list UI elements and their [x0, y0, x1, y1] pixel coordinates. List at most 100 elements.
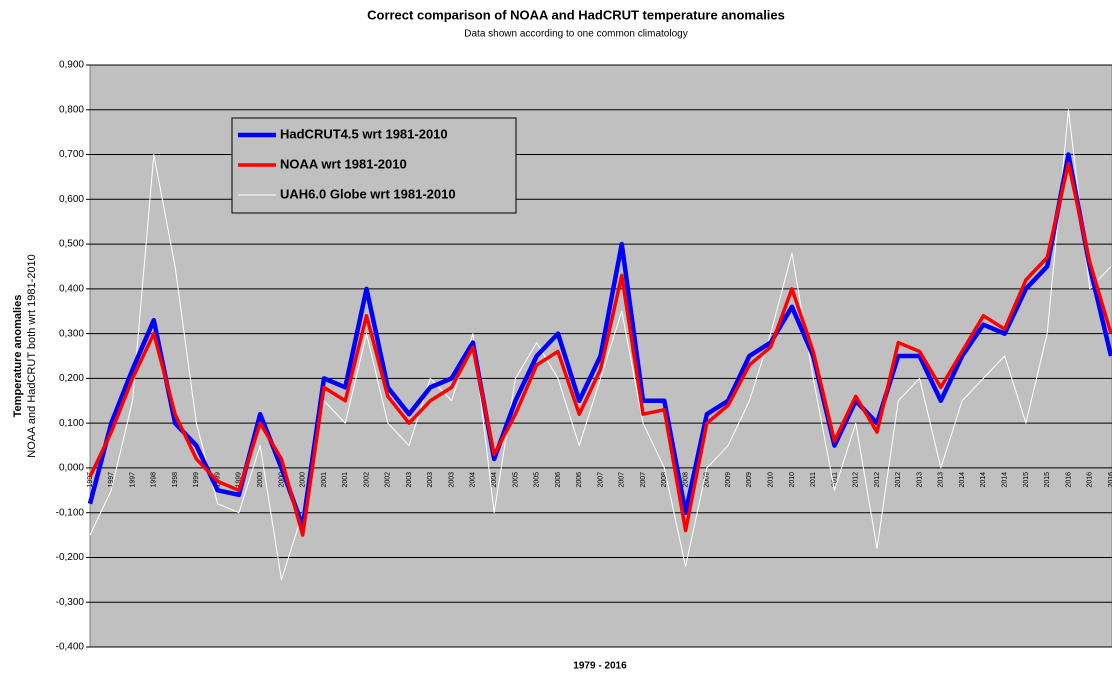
series-line	[88, 161, 1112, 537]
x-tick-group: 2006	[555, 472, 562, 488]
x-tick-label: 2016	[1087, 472, 1094, 488]
y-tick-label: 0,400	[59, 283, 84, 294]
y-tick-label: 0,800	[59, 104, 84, 115]
x-tick-group: 2008	[682, 472, 689, 488]
x-tick-group: 2004	[491, 472, 498, 488]
x-tick-label: 1999	[193, 472, 200, 488]
x-tick-group: 2000	[278, 472, 285, 488]
x-tick-label: 2015	[1044, 472, 1051, 488]
x-tick-group: 1997	[108, 472, 115, 488]
y-tick-label: 0,900	[59, 60, 84, 71]
y-tick-label: 0,200	[59, 373, 84, 384]
x-tick-label: 2012	[853, 472, 860, 488]
x-tick-label: 2013	[938, 472, 945, 488]
x-tick-group: 2000	[257, 472, 264, 488]
x-tick-label: 2007	[597, 472, 604, 488]
y-axis-title: Temperature anomalies	[12, 295, 24, 418]
x-tick-group: 2012	[895, 472, 902, 488]
x-tick-group: 2000	[300, 472, 307, 488]
x-tick-label: 2005	[512, 472, 519, 488]
x-tick-group: 2009	[704, 472, 711, 488]
x-tick-group: 2016	[1108, 472, 1112, 488]
x-tick-label: 1997	[129, 472, 136, 488]
x-tick-label: 2008	[682, 472, 689, 488]
y-tick-label: -0,400	[56, 642, 85, 653]
x-tick-label: 2005	[534, 472, 541, 488]
x-tick-label: 2004	[491, 472, 498, 488]
legend-label: UAH6.0 Globe wrt 1981-2010	[280, 186, 456, 201]
x-tick-group: 2009	[725, 472, 732, 488]
x-tick-group: 1998	[172, 472, 179, 488]
x-tick-label: 2001	[342, 472, 349, 488]
x-tick-group: 2013	[938, 472, 945, 488]
x-tick-group: 2009	[746, 472, 753, 488]
x-tick-label: 2000	[278, 472, 285, 488]
x-tick-label: 1997	[87, 472, 94, 488]
legend-label: HadCRUT4.5 wrt 1981-2010	[280, 126, 448, 141]
y-tick-label: 0,100	[59, 418, 84, 429]
x-tick-label: 2015	[1023, 472, 1030, 488]
x-tick-label: 2009	[725, 472, 732, 488]
x-tick-group: 1999	[236, 472, 243, 488]
x-tick-label: 1997	[108, 472, 115, 488]
y-tick-label: 0,300	[59, 328, 84, 339]
x-tick-label: 2011	[810, 472, 817, 487]
x-tick-group: 2014	[980, 472, 987, 488]
x-tick-label: 2012	[874, 472, 881, 488]
x-tick-group: 2006	[576, 472, 583, 488]
x-tick-group: 2005	[534, 472, 541, 488]
y-tick-label: 0,600	[59, 194, 84, 205]
x-tick-group: 2001	[321, 472, 328, 488]
x-tick-group: 2011	[831, 472, 838, 487]
y-axis-subtitle: NOAA and HadCRUT both wrt 1981-2010	[26, 254, 38, 457]
x-tick-group: 2003	[448, 472, 455, 488]
x-tick-group: 2007	[619, 472, 626, 488]
series-line	[87, 152, 1112, 529]
x-tick-group: 1997	[129, 472, 136, 488]
x-tick-group: 2016	[1065, 472, 1072, 488]
x-tick-group: 2013	[916, 472, 923, 488]
x-tick-group: 2003	[406, 472, 413, 488]
x-tick-label: 2002	[363, 472, 370, 488]
x-tick-label: 2010	[768, 472, 775, 488]
x-tick-label: 2000	[257, 472, 264, 488]
x-tick-label: 2006	[576, 472, 583, 488]
x-tick-group: 2008	[661, 472, 668, 488]
x-tick-label: 2003	[448, 472, 455, 488]
x-tick-label: 2014	[980, 472, 987, 488]
y-tick-label: -0,100	[56, 507, 85, 518]
chart-subtitle: Data shown according to one common clima…	[464, 29, 687, 40]
x-tick-group: 2001	[342, 472, 349, 488]
x-tick-label: 2012	[895, 472, 902, 488]
x-tick-label: 2004	[470, 472, 477, 488]
x-tick-group: 2015	[1023, 472, 1030, 488]
x-tick-label: 2003	[406, 472, 413, 488]
x-tick-group: 2011	[810, 472, 817, 487]
x-tick-label: 2014	[959, 472, 966, 488]
x-tick-label: 2011	[831, 472, 838, 487]
x-tick-group: 2016	[1087, 472, 1094, 488]
x-tick-group: 2007	[640, 472, 647, 488]
x-tick-label: 2000	[300, 472, 307, 488]
x-tick-label: 2013	[916, 472, 923, 488]
x-tick-label: 2009	[746, 472, 753, 488]
x-tick-label: 1998	[172, 472, 179, 488]
x-tick-label: 2009	[704, 472, 711, 488]
x-tick-label: 2010	[789, 472, 796, 488]
x-tick-group: 2014	[959, 472, 966, 488]
series-line	[89, 109, 1112, 581]
x-tick-group: 1999	[193, 472, 200, 488]
x-tick-label: 2008	[661, 472, 668, 488]
x-tick-group: 2012	[853, 472, 860, 488]
y-tick-label: 0,700	[59, 149, 84, 160]
x-tick-label: 2003	[427, 472, 434, 488]
y-tick-label: -0,200	[56, 552, 85, 563]
x-tick-label: 1999	[236, 472, 243, 488]
x-tick-group: 2004	[470, 472, 477, 488]
x-tick-label: 2002	[385, 472, 392, 488]
x-tick-label: 2001	[321, 472, 328, 488]
x-tick-label: 2016	[1065, 472, 1072, 488]
x-tick-group: 2010	[768, 472, 775, 488]
x-tick-group: 2010	[789, 472, 796, 488]
